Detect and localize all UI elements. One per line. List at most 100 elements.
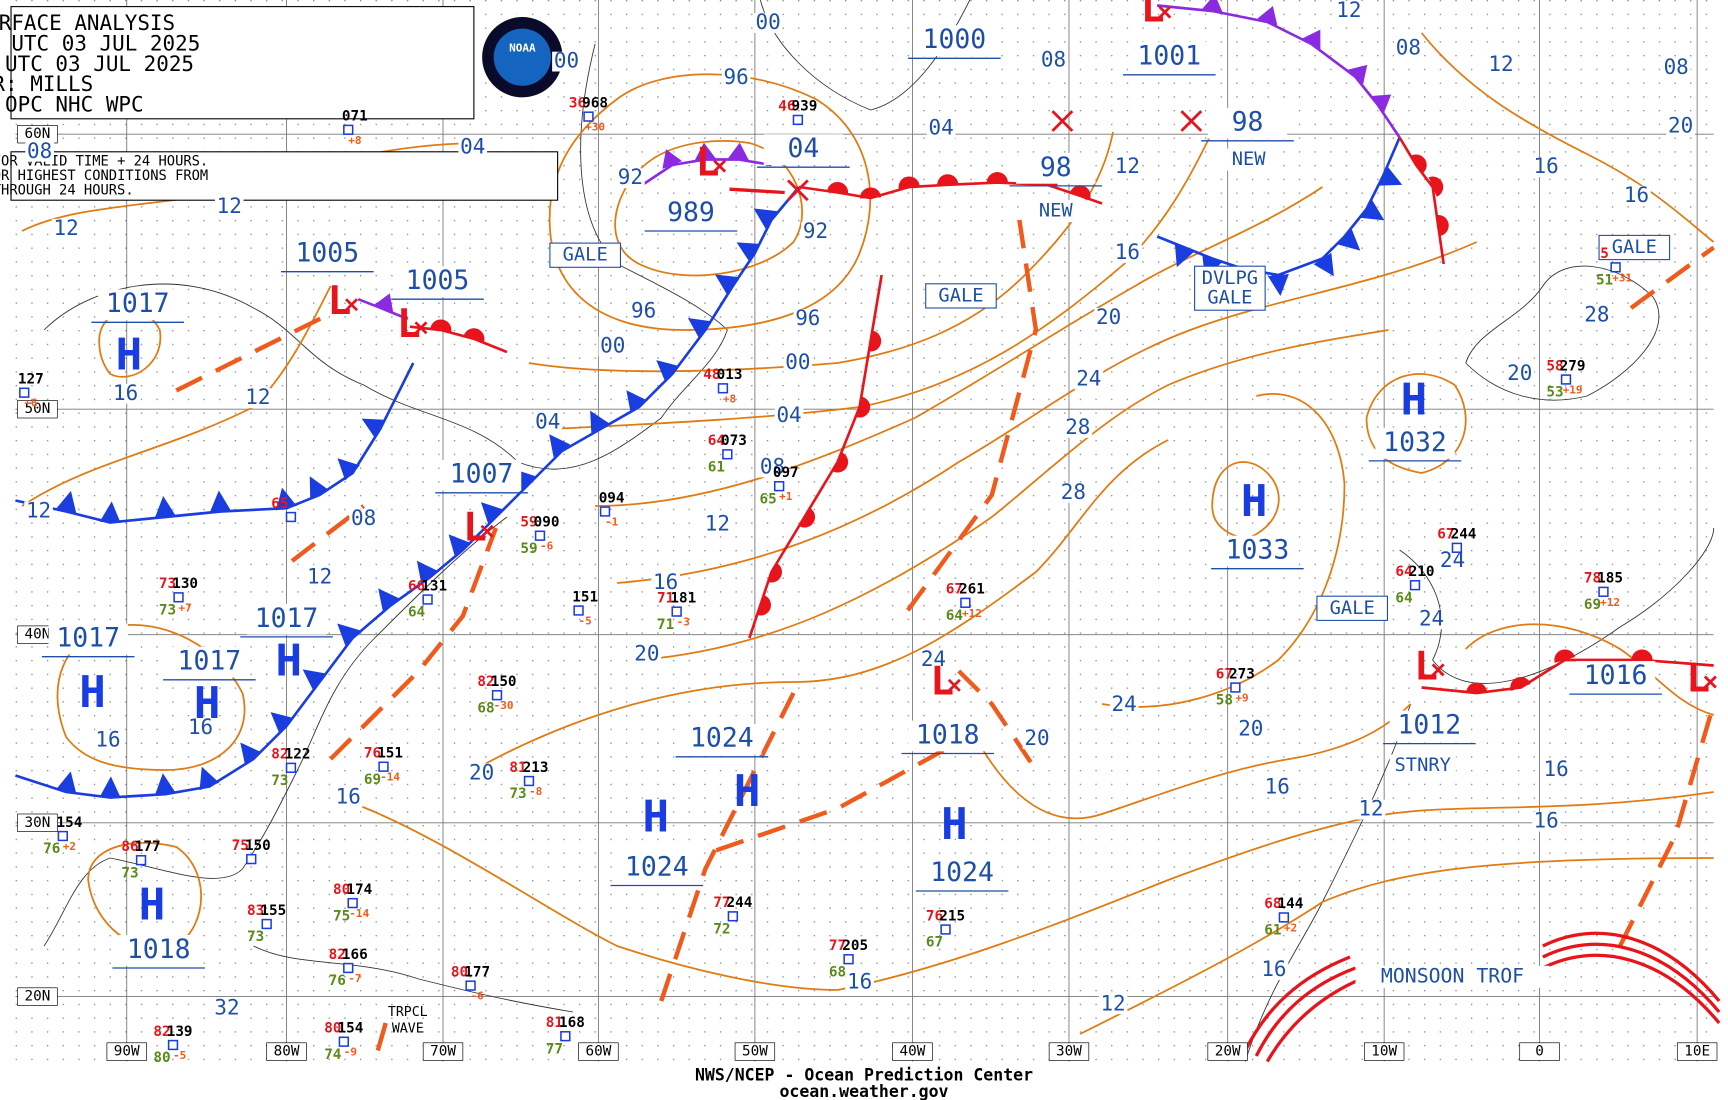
note-box xyxy=(10,151,559,201)
station-marker xyxy=(717,383,729,394)
low-pressure: 1005 xyxy=(406,265,470,296)
low-pressure-bg xyxy=(651,198,731,229)
station-d: 77 xyxy=(546,1041,563,1057)
low-pressure: 1001 xyxy=(1137,41,1201,72)
isobar-label: 12 xyxy=(245,385,270,409)
station-t: 59 xyxy=(520,515,537,531)
isobar-label-bg xyxy=(349,509,378,530)
isobar-label: 12 xyxy=(1488,52,1513,76)
station-c: +12 xyxy=(1600,596,1620,609)
station-t: 83 xyxy=(247,903,264,919)
high-pressure: 1024 xyxy=(690,723,754,754)
isobar-label: 00 xyxy=(785,350,810,374)
station-d: 53 xyxy=(1546,385,1563,401)
high-pressure: 1017 xyxy=(178,646,242,677)
isobar-label-bg xyxy=(801,222,830,242)
isobar-label: 16 xyxy=(1543,757,1568,781)
longitude-label: 50W xyxy=(742,1044,768,1060)
logo-text: NOAA xyxy=(509,41,536,54)
low-pressure: 1018 xyxy=(916,719,980,750)
station-d: 68 xyxy=(829,964,846,980)
low-symbol: L xyxy=(696,140,720,186)
lon-label-box xyxy=(892,1042,933,1061)
station-marker xyxy=(1598,586,1609,597)
isobar-label: 08 xyxy=(1396,35,1421,59)
station-d: 58 xyxy=(1216,693,1233,709)
isobar-label: 12 xyxy=(1100,991,1125,1015)
high-symbol: H xyxy=(194,678,221,729)
low-center-x xyxy=(480,524,494,538)
station-t: 66 xyxy=(408,578,425,594)
isobar-label: 04 xyxy=(929,116,954,140)
high-symbol: H xyxy=(1241,476,1268,527)
station-marker xyxy=(534,530,546,541)
station-marker xyxy=(523,775,535,787)
isobar-label: 12 xyxy=(217,194,242,218)
isobar-label: 04 xyxy=(776,403,801,427)
station-p: 968 xyxy=(582,95,608,111)
station-marker xyxy=(583,111,594,122)
isobar-label-bg xyxy=(1531,811,1561,832)
isobar-label-bg xyxy=(845,972,874,993)
header-line: ISSUED: 08:45 UTC 03 JUL 2025 xyxy=(0,32,200,56)
isobar-label: 16 xyxy=(1265,775,1290,799)
station-c: +12 xyxy=(962,607,982,620)
isobar-label: 24 xyxy=(1440,548,1465,572)
lat-label-box xyxy=(17,400,58,419)
station-marker xyxy=(1230,682,1241,693)
station-p: 261 xyxy=(959,582,985,598)
high-pressure: 1024 xyxy=(625,851,689,882)
longitude-label: 20W xyxy=(1215,1044,1241,1060)
header-box xyxy=(10,6,475,120)
isobar-label: 12 xyxy=(1358,797,1383,821)
station-d: 59 xyxy=(520,541,537,557)
station-p: 139 xyxy=(167,1024,193,1040)
isobar-label: 16 xyxy=(847,969,872,993)
warning-box xyxy=(925,283,997,309)
station-marker xyxy=(246,853,257,865)
isobar-label-bg xyxy=(1059,482,1088,503)
station-p: 127 xyxy=(18,372,44,388)
station-t: 76 xyxy=(364,746,381,762)
station-marker xyxy=(573,605,584,616)
station-marker xyxy=(57,830,68,842)
station-c: +8 xyxy=(348,134,361,147)
station-p: 155 xyxy=(260,903,286,919)
station-p: 131 xyxy=(421,578,447,594)
isobar-label-bg xyxy=(1531,157,1561,178)
isobar-label-bg xyxy=(111,383,140,404)
lon-label-box xyxy=(1676,1042,1718,1061)
station-marker xyxy=(599,506,611,517)
station-p: 168 xyxy=(559,1015,585,1031)
front-label: MONSOON TROF xyxy=(1381,964,1524,987)
isobar-label: 96 xyxy=(631,298,656,322)
isobar-label: 96 xyxy=(724,65,749,89)
station-d: 73 xyxy=(509,786,526,802)
warning-label: DVLPG xyxy=(1202,268,1258,289)
station-p: 215 xyxy=(939,908,965,924)
station-t: 64 xyxy=(708,433,725,449)
forecast-center-x xyxy=(786,179,809,202)
isobar-label-bg xyxy=(926,118,956,139)
isobar-label-bg xyxy=(1262,777,1292,798)
front-label: WAVE xyxy=(392,1022,424,1037)
isobar-label-bg xyxy=(1486,55,1516,75)
station-p: 154 xyxy=(57,815,83,831)
low-pressure-bg xyxy=(1575,661,1656,692)
station-t: 76 xyxy=(926,908,943,924)
station-d: 75 xyxy=(333,908,350,924)
station-marker xyxy=(960,597,971,608)
station-c: -14 xyxy=(349,907,369,920)
station-marker xyxy=(843,954,854,965)
station-c: +9 xyxy=(1235,692,1248,705)
station-t: 75 xyxy=(232,838,249,854)
low-center-x xyxy=(947,678,961,692)
station-p: 151 xyxy=(377,746,403,762)
isobar-label: 08 xyxy=(27,139,52,163)
station-c: -8 xyxy=(529,785,542,798)
low-center-x xyxy=(713,159,727,173)
station-t: 68 xyxy=(1264,896,1281,912)
isobar-label: 16 xyxy=(188,715,213,739)
station-marker xyxy=(491,690,503,701)
station-p: 150 xyxy=(491,674,517,690)
